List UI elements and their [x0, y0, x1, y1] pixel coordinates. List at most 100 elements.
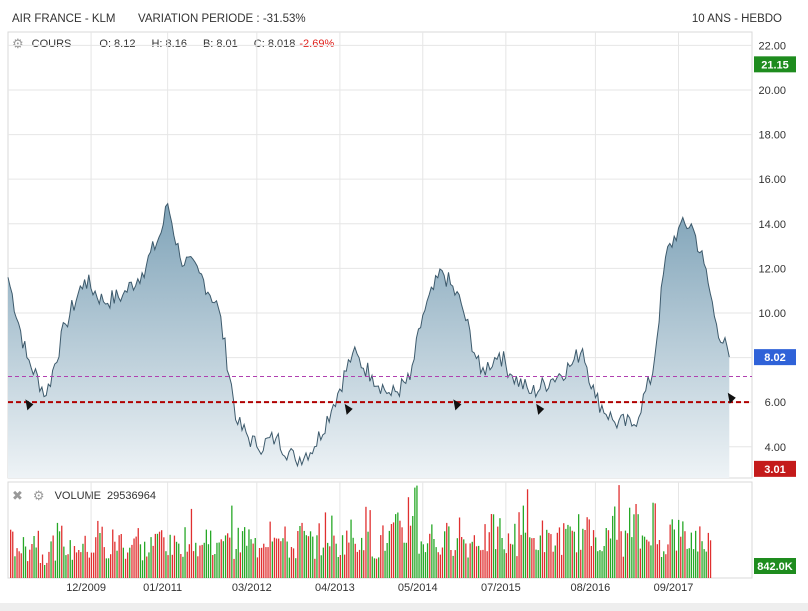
volume-bar — [433, 539, 435, 578]
volume-bar — [354, 543, 356, 578]
volume-bar — [284, 526, 286, 578]
volume-bar — [422, 544, 424, 578]
volume-bar — [107, 558, 110, 578]
volume-bar — [435, 547, 437, 578]
volume-bar — [539, 535, 541, 578]
volume-bar — [437, 552, 439, 578]
volume-bar — [110, 554, 112, 578]
volume-bar — [33, 536, 35, 578]
volume-bar — [365, 506, 367, 578]
volume-bar — [184, 527, 186, 578]
volume-bar — [156, 533, 159, 578]
gear-icon[interactable]: ⚙ — [12, 36, 24, 51]
gear-icon[interactable]: ⚙ — [32, 488, 45, 503]
volume-bar — [505, 553, 507, 578]
volume-bar — [588, 519, 590, 578]
volume-bar — [31, 544, 33, 578]
volume-bar — [190, 508, 193, 578]
volume-bar — [405, 542, 407, 578]
volume-bar — [235, 549, 237, 578]
volume-bar — [273, 537, 276, 578]
volume-bar — [22, 537, 25, 578]
volume-bar — [63, 546, 65, 578]
volume-bar — [135, 536, 137, 578]
volume-bar — [137, 528, 139, 578]
volume-bar — [78, 550, 80, 578]
volume-bar — [669, 524, 671, 578]
volume-bar — [641, 535, 644, 578]
volume-bar — [446, 522, 448, 578]
max-price-badge-label: 21.15 — [761, 59, 789, 71]
volume-bar — [386, 543, 388, 578]
volume-bar — [261, 547, 263, 578]
volume-bar — [120, 534, 122, 578]
volume-bar — [582, 528, 584, 578]
volume-bar — [90, 552, 93, 578]
instrument-title: AIR FRANCE - KLM — [12, 13, 116, 25]
volume-bar — [699, 526, 701, 578]
volume-bar — [205, 529, 207, 578]
volume-bar — [426, 543, 429, 578]
min-price-badge-label: 3.01 — [764, 464, 785, 476]
volume-bar — [229, 537, 231, 578]
volume-bar — [673, 529, 675, 578]
volume-bar — [682, 521, 684, 578]
volume-bar — [254, 538, 256, 578]
close-value: C: 8.018 — [253, 38, 296, 50]
volume-bar — [424, 552, 427, 578]
volume-badge-label: 842.0K — [757, 561, 793, 573]
volume-bar — [567, 524, 569, 578]
volume-bar — [414, 487, 416, 578]
volume-bar — [299, 526, 301, 578]
volume-bar — [554, 545, 556, 578]
volume-bar — [495, 549, 497, 578]
volume-bar — [499, 518, 501, 578]
price-tick-label: 4.00 — [765, 442, 786, 454]
series-name: COURS — [31, 38, 72, 50]
volume-bar — [690, 532, 692, 578]
volume-bar — [101, 526, 103, 578]
volume-bar — [658, 540, 661, 578]
volume-bar — [148, 552, 150, 578]
volume-bar — [514, 523, 516, 578]
volume-bar — [626, 533, 629, 578]
volume-bar — [448, 526, 450, 578]
volume-bar — [361, 537, 363, 578]
volume-bar — [12, 531, 14, 578]
volume-bar — [561, 554, 563, 578]
scroll-bar[interactable] — [0, 603, 808, 611]
volume-bar — [163, 537, 165, 578]
volume-bar — [550, 534, 552, 578]
volume-bar — [199, 545, 201, 578]
volume-bar — [258, 548, 261, 578]
volume-bar — [256, 557, 259, 578]
volume-bar — [144, 541, 146, 578]
volume-bar — [382, 525, 384, 578]
volume-bar — [286, 541, 288, 578]
volume-bar — [546, 529, 548, 578]
volume-bar — [82, 543, 84, 578]
volume-bar — [327, 542, 329, 578]
volume-bar — [458, 517, 461, 578]
volume-bar — [373, 558, 376, 578]
volume-bar — [56, 522, 59, 578]
volume-bar — [88, 557, 90, 578]
change-value: -2.69% — [299, 38, 335, 50]
volume-bar — [175, 541, 178, 578]
volume-bar — [609, 538, 612, 578]
volume-bar — [154, 533, 156, 578]
volume-bar — [201, 544, 203, 578]
volume-bar — [429, 533, 431, 578]
volume-bar — [552, 551, 554, 578]
volume-bar — [114, 541, 116, 578]
volume-bar — [80, 552, 82, 578]
volume-bar — [590, 546, 592, 578]
volume-bar — [401, 527, 403, 578]
volume-bar — [307, 536, 310, 578]
volume-bar — [103, 547, 105, 578]
volume-bar — [441, 547, 444, 578]
volume-bar — [212, 555, 214, 578]
close-icon[interactable]: ✖ — [12, 488, 23, 503]
volume-bar — [165, 551, 167, 578]
